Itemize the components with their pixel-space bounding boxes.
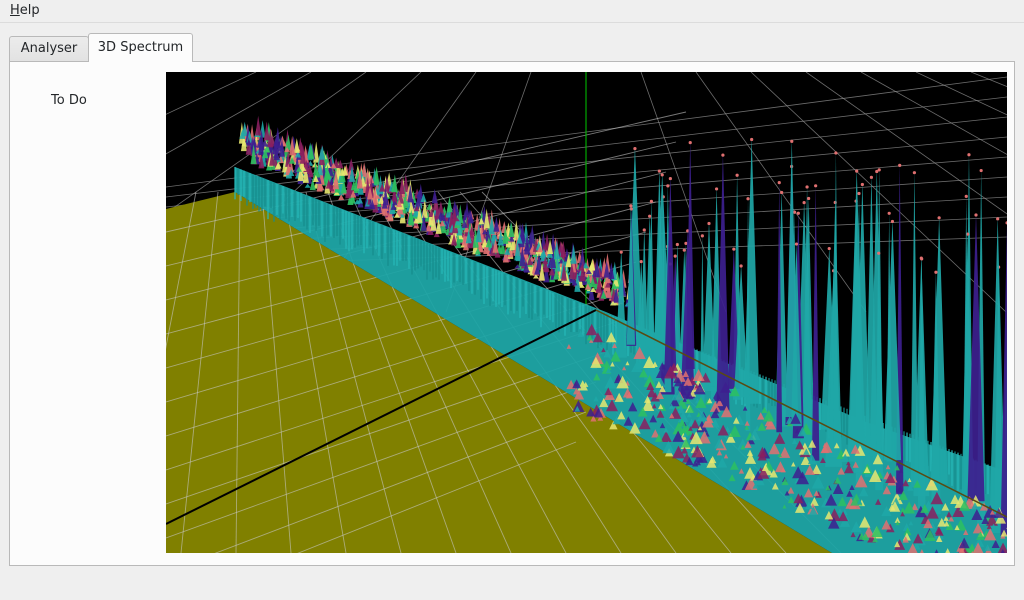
spectrum-3d-viewport[interactable] bbox=[166, 72, 1007, 553]
floor-plane bbox=[166, 192, 832, 553]
tab-analyser-label: Analyser bbox=[20, 41, 78, 56]
spectrum-tall-peaks bbox=[615, 137, 1007, 537]
tab-analyser[interactable]: Analyser bbox=[9, 36, 89, 61]
todo-label: To Do bbox=[51, 93, 87, 108]
menu-help-mnemonic: H bbox=[10, 3, 20, 18]
frequency-axis-line bbox=[166, 309, 597, 525]
spectrum-3d-scene bbox=[166, 72, 1007, 553]
menu-help-label: elp bbox=[19, 3, 40, 18]
frequency-axis-line-far bbox=[595, 309, 1007, 518]
spectrum-low-peaks bbox=[238, 115, 635, 308]
tab-3d-spectrum[interactable]: 3D Spectrum bbox=[88, 33, 193, 62]
tab-3d-spectrum-label: 3D Spectrum bbox=[97, 40, 184, 55]
menu-help[interactable]: Help bbox=[6, 3, 44, 19]
tab-pane-3d-spectrum: To Do bbox=[9, 61, 1015, 566]
spectrum-front-noise-right bbox=[566, 323, 1007, 553]
menu-bar: Help bbox=[0, 0, 1024, 23]
